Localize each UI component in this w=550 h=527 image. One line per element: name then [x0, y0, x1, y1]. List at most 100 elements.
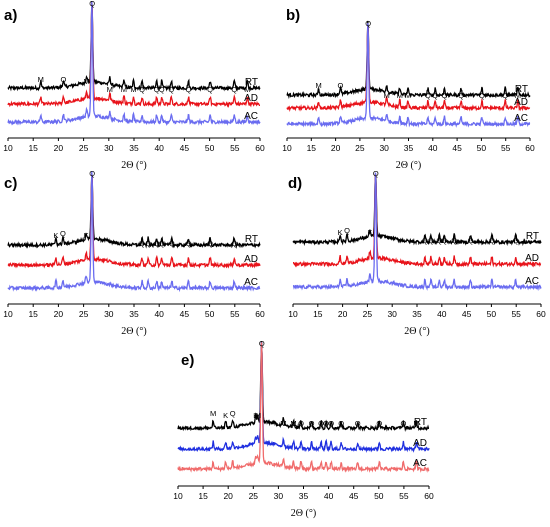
peak-label: Q	[422, 236, 428, 245]
series-line-rt	[7, 1, 261, 92]
x-tick-label: 30	[104, 143, 114, 153]
x-tick-label: 60	[255, 309, 265, 319]
x-tick-label: 60	[424, 491, 434, 501]
peak-label: Q	[365, 19, 371, 28]
series-label-ac: AC	[244, 277, 258, 288]
peak-label: Q	[458, 91, 464, 100]
peak-label: M	[290, 419, 296, 428]
panel-letter: c)	[4, 175, 17, 192]
series-line-rt	[7, 172, 261, 249]
series-line-ad	[292, 173, 542, 268]
series-line-ad	[7, 2, 260, 109]
series-label-ac: AC	[514, 113, 528, 124]
x-axis-label: 2Θ (°)	[291, 508, 316, 519]
series-label-ac: AC	[244, 111, 258, 122]
series-line-ac	[177, 342, 430, 473]
series-line-ac	[286, 22, 531, 128]
x-tick-label: 25	[79, 309, 89, 319]
peak-label: Q	[479, 91, 485, 100]
series-line-ad	[286, 23, 531, 113]
peak-label: M	[255, 411, 261, 420]
peak-label: M	[244, 85, 250, 94]
peak-label: Q	[89, 0, 95, 8]
x-tick-label: 25	[363, 309, 373, 319]
x-tick-label: 35	[299, 491, 309, 501]
peak-label: M	[413, 419, 419, 428]
peak-label: Q	[159, 85, 165, 94]
peak-label: K	[53, 231, 58, 240]
peak-label: Q	[89, 169, 95, 178]
x-tick-label: 15	[307, 143, 317, 153]
series-label-rt: RT	[245, 77, 258, 88]
x-tick-label: 10	[288, 309, 298, 319]
peak-label: Q	[376, 419, 382, 428]
peak-label: Q	[168, 85, 174, 94]
x-tick-label: 10	[282, 143, 292, 153]
x-tick-label: 50	[374, 491, 384, 501]
peak-label: Q	[231, 239, 237, 248]
x-tick-label: 45	[462, 309, 472, 319]
panel-letter: d)	[288, 175, 302, 192]
peak-label: M	[397, 91, 403, 100]
peak-label: Q	[186, 239, 192, 248]
peak-label: M	[515, 91, 521, 100]
x-tick-label: 40	[324, 491, 334, 501]
peak-label: Q	[139, 239, 145, 248]
x-tick-label: 55	[501, 143, 511, 153]
x-tick-label: 20	[54, 143, 64, 153]
x-tick-label: 30	[387, 309, 397, 319]
x-tick-label: 15	[28, 309, 38, 319]
peak-label: Q	[154, 85, 160, 94]
x-tick-label: 45	[180, 143, 190, 153]
series-label-ac: AC	[413, 458, 427, 469]
peak-label: Q	[169, 239, 175, 248]
peak-label: Q	[328, 419, 334, 428]
x-tick-label: 55	[230, 143, 240, 153]
x-tick-label: 45	[452, 143, 462, 153]
peak-label: Q	[489, 236, 495, 245]
x-tick-label: 55	[511, 309, 521, 319]
x-tick-label: 30	[104, 309, 114, 319]
x-axis-label: 2Θ (°)	[121, 160, 146, 171]
series-line-ac	[7, 171, 261, 293]
x-tick-label: 50	[205, 309, 215, 319]
series-line-rt	[292, 173, 542, 247]
series-line-ac	[292, 172, 542, 292]
peak-label: Q	[428, 236, 434, 245]
peak-label: Q	[436, 236, 442, 245]
x-tick-label: 15	[313, 309, 323, 319]
series-label-rt: RT	[245, 234, 258, 245]
peak-label: Q	[139, 85, 145, 94]
x-tick-label: 15	[28, 143, 38, 153]
x-tick-label: 15	[198, 491, 208, 501]
x-tick-label: 20	[54, 309, 64, 319]
peak-label: Q	[513, 236, 519, 245]
peak-label: Q	[355, 419, 361, 428]
x-tick-label: 20	[223, 491, 233, 501]
peak-label: Q	[231, 85, 237, 94]
peak-label: Q	[442, 91, 448, 100]
peak-label: Q	[338, 81, 344, 90]
peak-label: Q	[400, 419, 406, 428]
series-line-ac	[7, 1, 261, 127]
peak-label: Q	[502, 91, 508, 100]
peak-label: Q	[432, 91, 438, 100]
panel-letter: e)	[181, 352, 194, 369]
peak-label: Q	[154, 239, 160, 248]
peak-label: M	[210, 409, 216, 418]
peak-label: K	[253, 411, 258, 420]
x-tick-label: 10	[3, 143, 13, 153]
panel-letter: b)	[286, 7, 300, 24]
peak-label: Q	[338, 419, 344, 428]
peak-label: Q	[309, 419, 315, 428]
series-label-rt: RT	[526, 231, 539, 242]
x-tick-label: 35	[129, 309, 139, 319]
x-tick-label: 45	[180, 309, 190, 319]
x-tick-label: 25	[79, 143, 89, 153]
series-line-rt	[286, 20, 531, 100]
